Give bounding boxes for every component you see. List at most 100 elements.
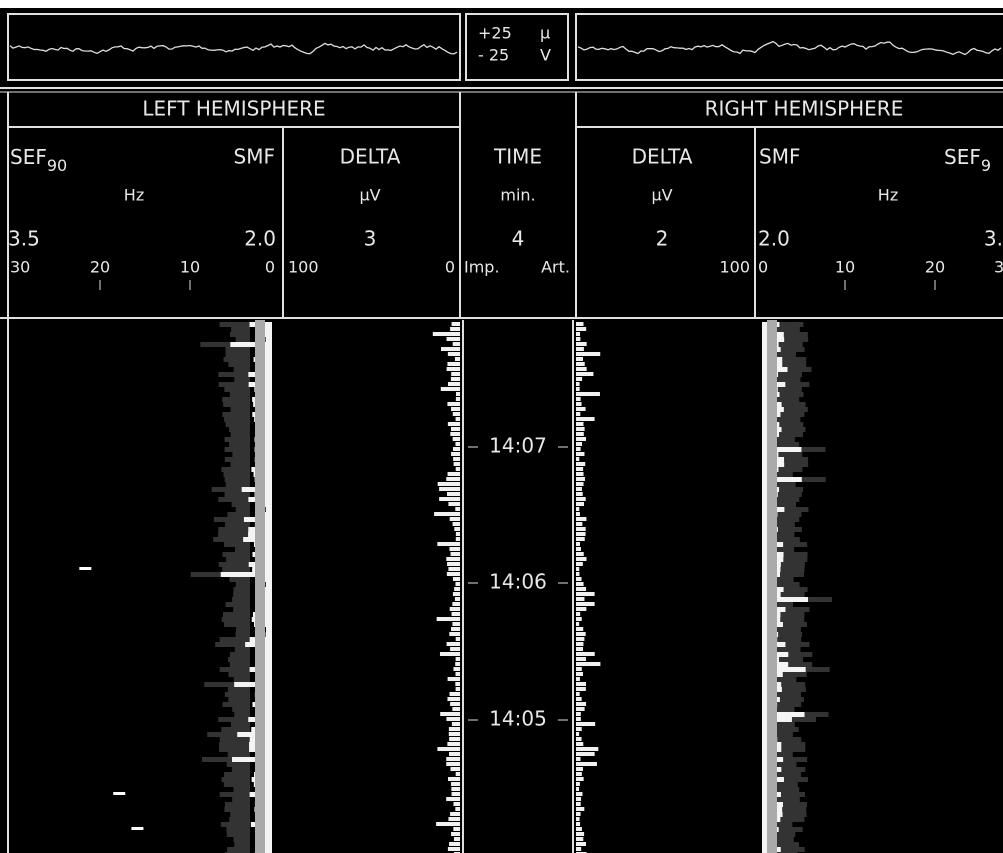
delta-bar (576, 492, 583, 496)
delta-bar (576, 327, 586, 331)
delta-bar (447, 572, 460, 576)
delta-bar (576, 457, 579, 461)
delta-bar (440, 652, 460, 656)
delta-bar (447, 742, 460, 746)
spectrum-white (237, 732, 272, 737)
spectrum-dark (231, 722, 250, 727)
label-text: SEF (944, 145, 981, 169)
delta-bar (447, 367, 460, 371)
delta-bar (576, 777, 584, 781)
delta-bar (454, 587, 460, 591)
delta-bar (451, 377, 460, 381)
spectrum-dark (228, 657, 250, 662)
delta-bar (576, 507, 579, 511)
spectrum-dark (225, 457, 250, 462)
spectrum-dark (236, 337, 250, 342)
delta-bar (448, 677, 460, 681)
delta-bar (576, 357, 583, 361)
delta-bar (576, 662, 600, 666)
spectrum-dark (234, 677, 250, 682)
delta-bar (441, 387, 460, 391)
spectrum-dark (228, 672, 250, 677)
delta-bar (450, 812, 460, 816)
delta-bar (576, 482, 584, 486)
delta-bar (576, 512, 580, 516)
delta-bar (448, 777, 460, 781)
delta-bar (446, 757, 460, 761)
spectrum-white (266, 632, 272, 637)
unit: Hz (124, 186, 144, 205)
delta-bar (576, 632, 586, 636)
delta-bar (449, 737, 460, 741)
delta-bar (450, 692, 460, 696)
delta-bar (454, 837, 460, 841)
delta-bar (576, 672, 583, 676)
spectrum-dark (225, 347, 250, 352)
delta-bar (576, 392, 600, 396)
delta-bar (576, 437, 586, 441)
spectrum-dark (219, 742, 250, 747)
delta-bar (446, 717, 460, 721)
spectrum-dark (236, 507, 250, 512)
spectrum-dark (233, 787, 250, 792)
delta-bar (576, 847, 581, 851)
value: 2.0 (244, 227, 276, 251)
delta-bar (450, 327, 460, 331)
spectrum-dark (219, 747, 250, 752)
spectrum-dark (232, 797, 250, 802)
spectrum-speck (113, 792, 125, 795)
delta-bar (576, 667, 582, 671)
delta-bar (448, 502, 460, 506)
unit: µV (359, 186, 380, 205)
delta-bar (452, 722, 460, 726)
delta-bar (576, 337, 580, 341)
delta-bar (446, 762, 460, 766)
delta-bar (433, 332, 460, 336)
delta-bar (576, 817, 580, 821)
spectrum-dark (232, 767, 250, 772)
spectrum-dark (224, 357, 250, 362)
delta-bar (576, 787, 579, 791)
scale-lower: - 25 (478, 46, 509, 65)
scale-unit: µ (540, 24, 550, 43)
eeg-monitor: +25 - 25 µ V LEFT HEMISPHERE RIGHT HEMIS… (0, 0, 1003, 853)
delta-bar (576, 692, 580, 696)
delta-bar (576, 607, 586, 611)
value: 3. (984, 227, 1003, 251)
spectrum-dark (226, 482, 250, 487)
delta-bar (451, 452, 460, 456)
delta-bar (452, 792, 460, 796)
delta-bar (576, 422, 583, 426)
delta-bar (576, 577, 582, 581)
scale-label: 0 (445, 258, 455, 277)
spectrum-white (264, 842, 272, 847)
delta-bar (438, 482, 460, 486)
spectrum-grey (255, 320, 265, 853)
spectrum-dark (220, 637, 250, 642)
delta-bar (576, 602, 595, 606)
scale-label: 3 (994, 258, 1003, 277)
spectrum-dark (232, 707, 250, 712)
label-sub: 9 (981, 156, 991, 175)
delta-bar (447, 562, 460, 566)
header: RIGHT HEMISPHERE (705, 97, 904, 121)
spectrum-dark (226, 422, 250, 427)
scale-label: Imp. (464, 258, 500, 277)
delta-bar (453, 522, 460, 526)
spectrum-dark (222, 617, 250, 622)
delta-bar (448, 382, 460, 386)
spectrum-grey (767, 320, 777, 853)
delta-bar (576, 467, 583, 471)
spectrum-dark (232, 502, 250, 507)
spectrum-white (265, 547, 272, 552)
scale-label: 100 (719, 258, 750, 277)
delta-bar (576, 522, 582, 526)
spectrum-dark (226, 557, 250, 562)
delta-bar (455, 357, 460, 361)
delta-bar (456, 397, 460, 401)
delta-bar (452, 612, 460, 616)
spectrum-dark (220, 667, 250, 672)
spectrum-dark (218, 372, 250, 377)
unit: µV (651, 186, 672, 205)
delta-bar (455, 507, 460, 511)
